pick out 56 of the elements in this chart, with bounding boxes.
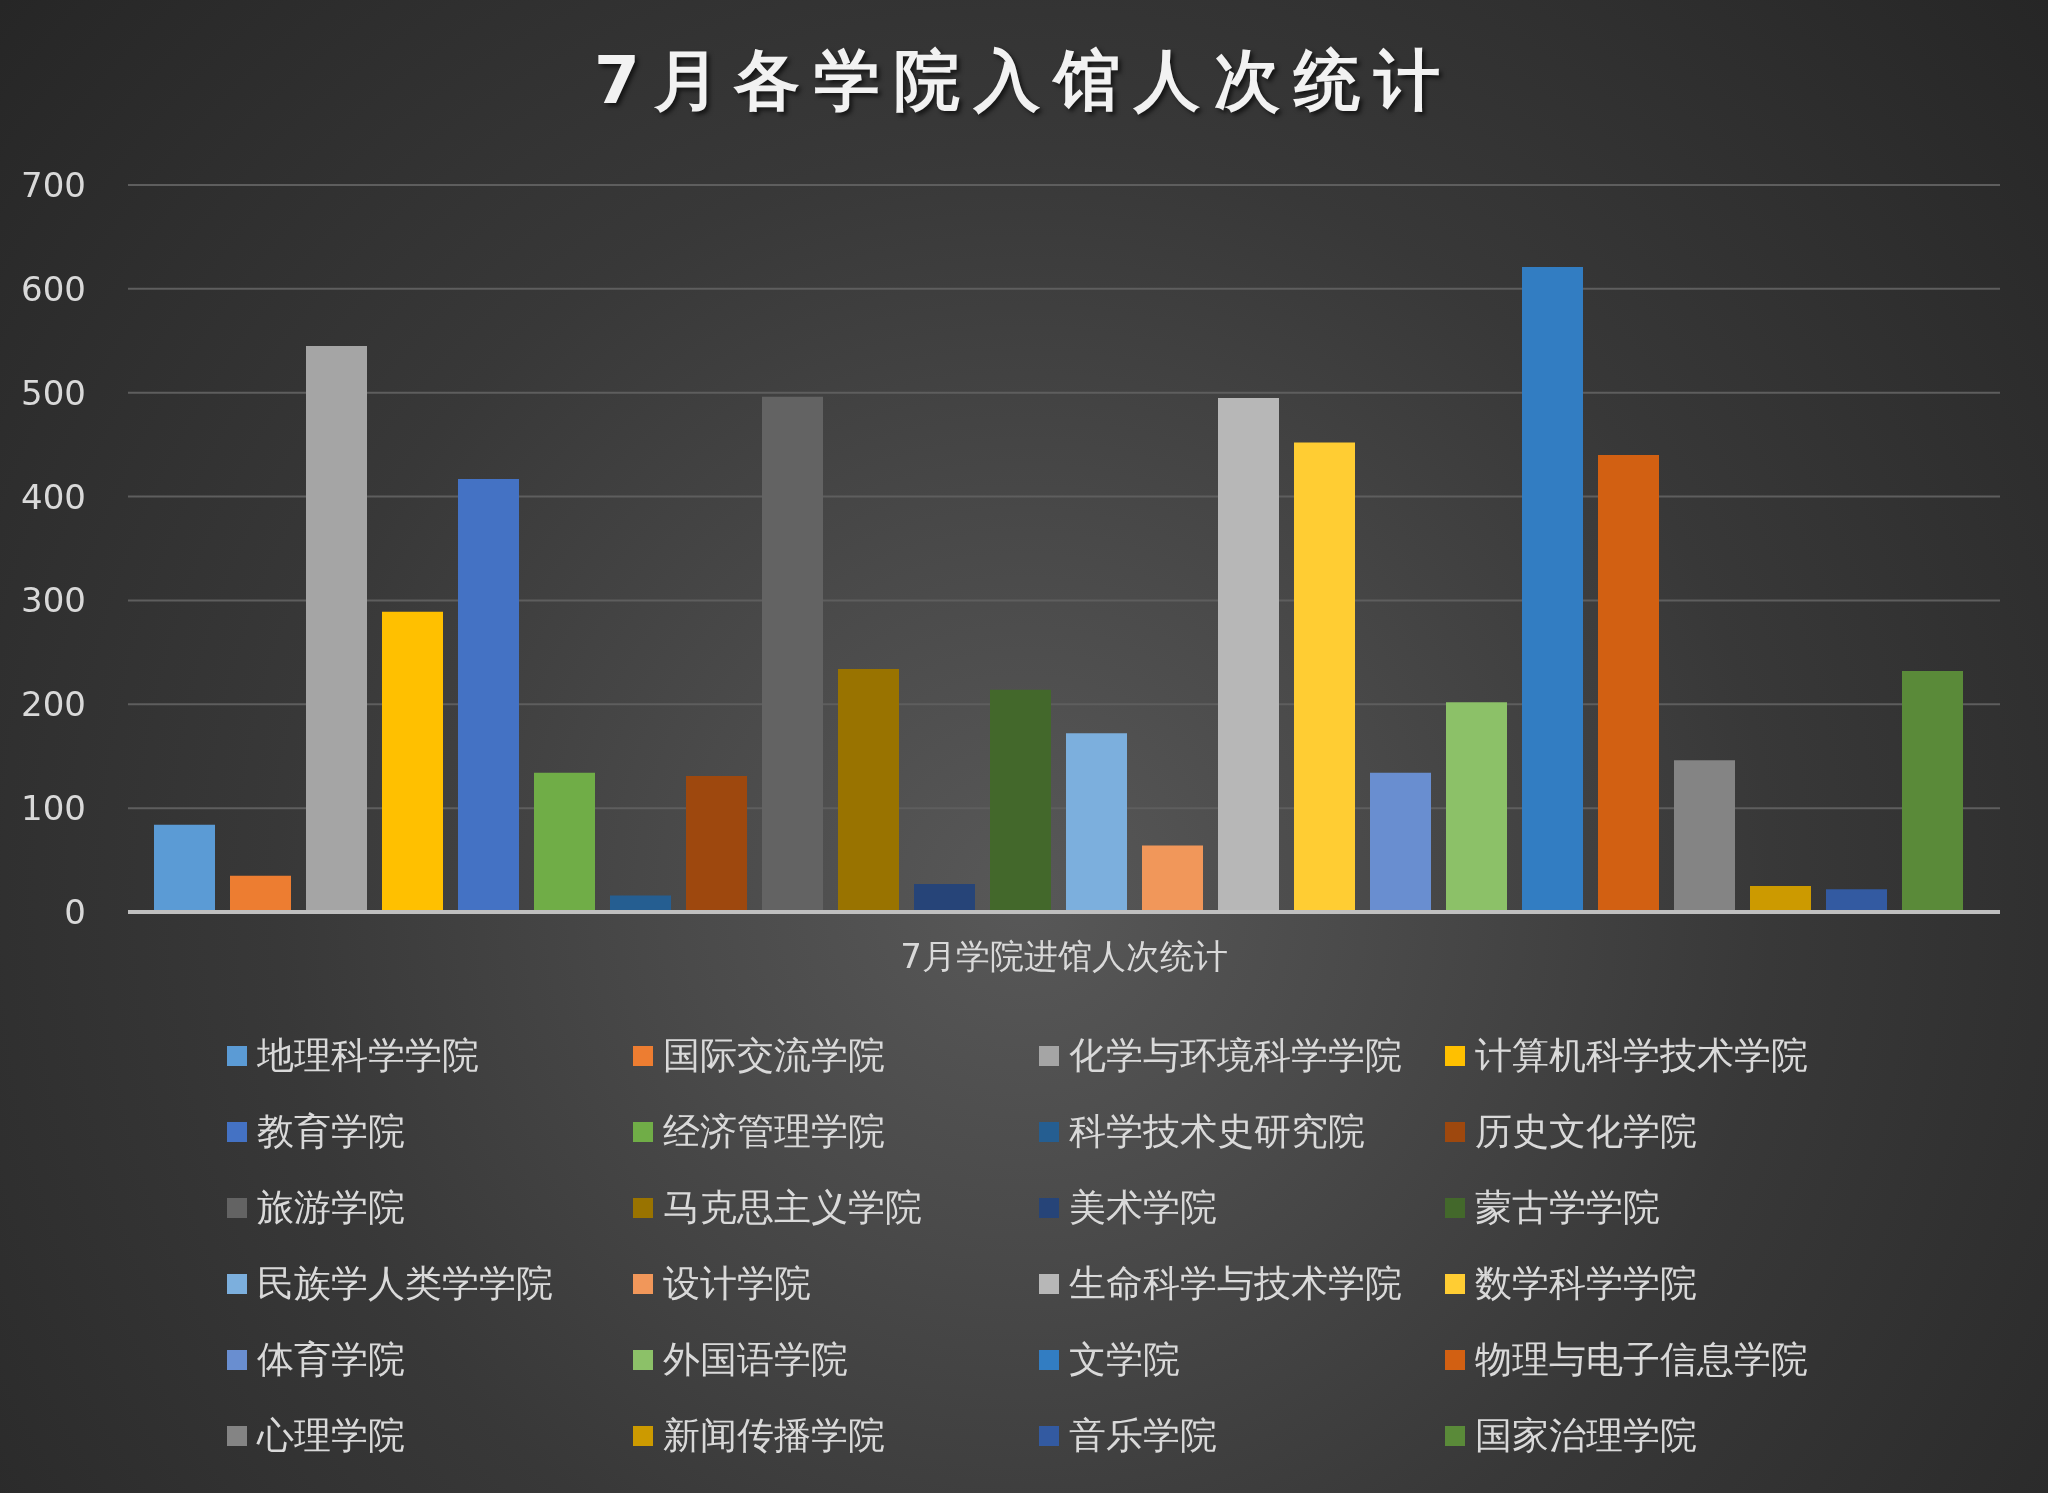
y-tick-label: 400 <box>21 476 86 517</box>
bar <box>1598 455 1659 912</box>
legend-label: 蒙古学学院 <box>1475 1185 1660 1231</box>
legend-label: 物理与电子信息学院 <box>1475 1337 1808 1383</box>
bar <box>686 775 747 912</box>
y-tick-label: 300 <box>21 580 86 621</box>
bar <box>230 875 291 912</box>
bar <box>610 895 671 912</box>
legend-label: 民族学人类学学院 <box>257 1261 553 1307</box>
legend-label: 美术学院 <box>1069 1185 1217 1231</box>
legend-label: 设计学院 <box>663 1261 811 1307</box>
legend-label: 马克思主义学院 <box>663 1185 922 1231</box>
legend-label: 国际交流学院 <box>663 1033 885 1079</box>
y-tick-label: 500 <box>21 372 86 413</box>
bar <box>838 668 899 912</box>
legend-label: 数学科学学院 <box>1475 1261 1697 1307</box>
y-tick-label: 700 <box>21 165 86 206</box>
bar <box>990 689 1051 912</box>
bar <box>1674 760 1735 912</box>
bar <box>1750 886 1811 912</box>
bar <box>1066 733 1127 912</box>
bar <box>534 772 595 912</box>
x-tick-label: 7月学院进馆人次统计 <box>900 936 1228 977</box>
bar <box>458 478 519 912</box>
bar <box>306 345 367 912</box>
legend-label: 音乐学院 <box>1069 1413 1217 1459</box>
legend-label: 计算机科学技术学院 <box>1475 1033 1808 1079</box>
bar <box>1370 772 1431 912</box>
bar <box>914 883 975 912</box>
legend-label: 科学技术史研究院 <box>1069 1109 1365 1155</box>
bar <box>1522 267 1583 912</box>
bar <box>1446 702 1507 912</box>
legend-label: 经济管理学院 <box>663 1109 885 1155</box>
legend-label: 地理科学学院 <box>257 1033 479 1079</box>
bar <box>1902 671 1963 912</box>
legend-label: 生命科学与技术学院 <box>1069 1261 1402 1307</box>
legend-label: 旅游学院 <box>257 1185 405 1231</box>
legend-label: 新闻传播学院 <box>663 1413 885 1459</box>
legend-label: 外国语学院 <box>663 1337 848 1383</box>
legend-label: 化学与环境科学学院 <box>1069 1033 1402 1079</box>
legend-label: 体育学院 <box>257 1337 405 1383</box>
legend-label: 心理学院 <box>257 1413 405 1459</box>
legend-label: 文学院 <box>1069 1337 1180 1383</box>
bar <box>1294 442 1355 912</box>
y-tick-label: 200 <box>21 684 86 725</box>
y-tick-label: 0 <box>64 892 86 933</box>
legend-label: 国家治理学院 <box>1475 1413 1697 1459</box>
chart-title: 7月各学院入馆人次统计 <box>593 41 1455 121</box>
y-tick-label: 600 <box>21 268 86 309</box>
bar <box>154 824 215 912</box>
bar <box>1142 845 1203 912</box>
legend-label: 教育学院 <box>257 1109 405 1155</box>
bar <box>1826 889 1887 912</box>
legend-label: 历史文化学院 <box>1475 1109 1697 1155</box>
bar <box>382 611 443 912</box>
y-tick-label: 100 <box>21 788 86 829</box>
